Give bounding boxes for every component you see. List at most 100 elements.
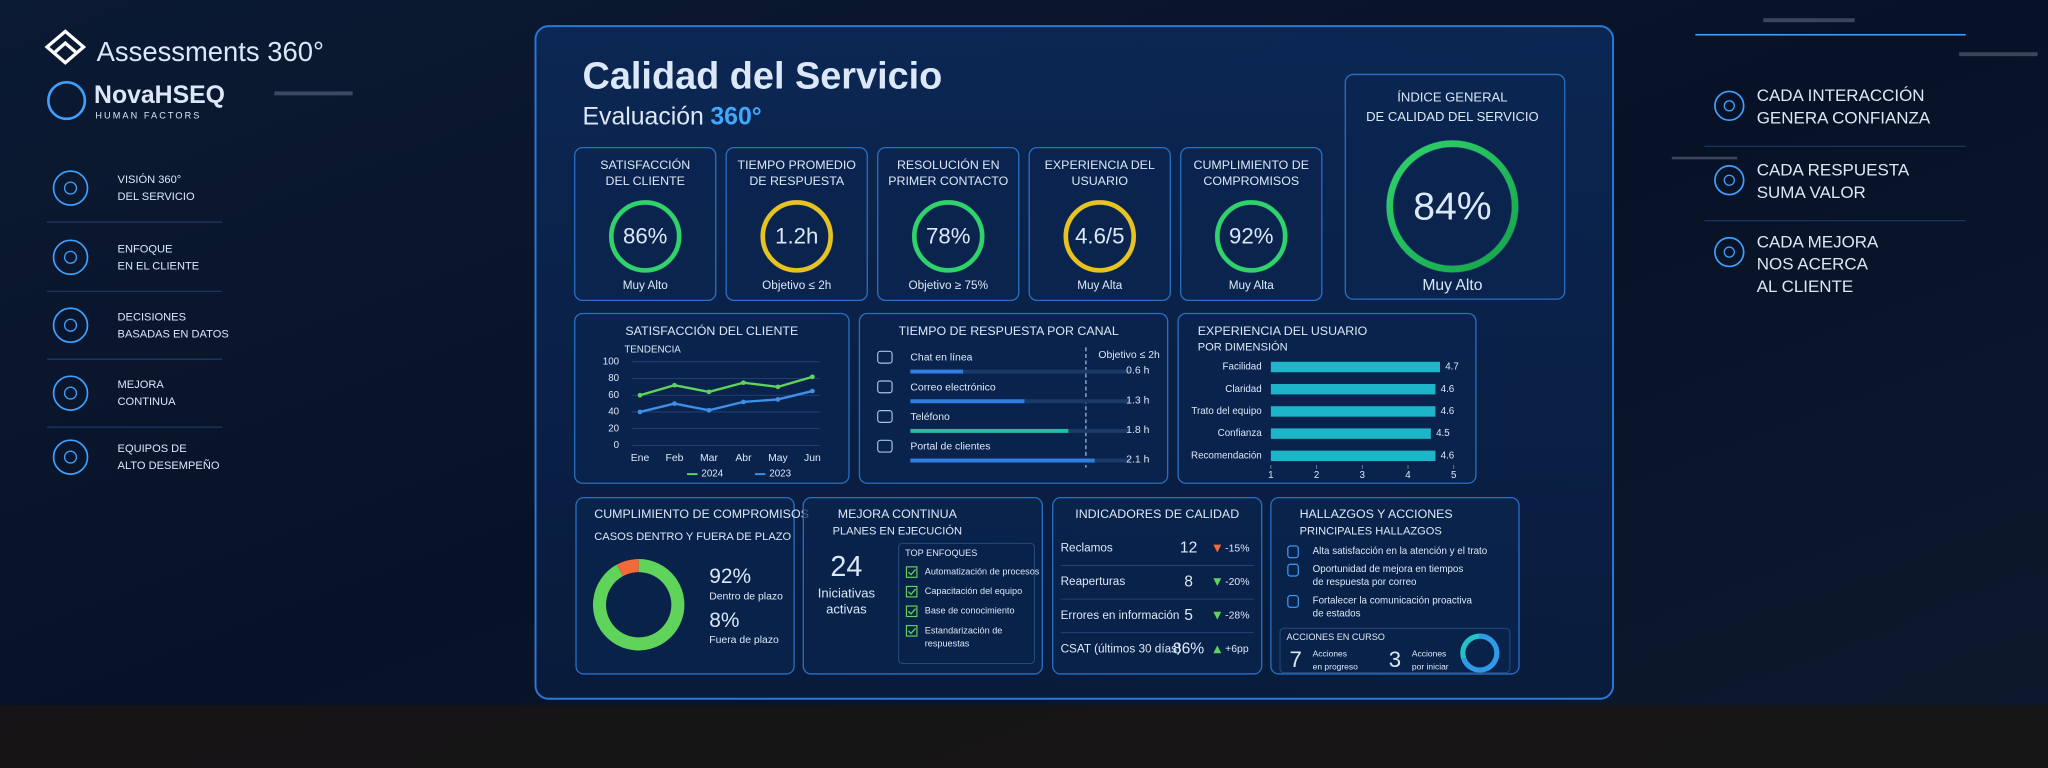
indicator-change: -28% xyxy=(1225,610,1249,621)
dimension-label: Recomendación xyxy=(1191,450,1262,461)
icon xyxy=(1714,236,1745,268)
kpi-ring xyxy=(760,200,833,273)
list-item: Estandarización de xyxy=(925,625,1003,635)
panel-title: INDICADORES DE CALIDAD xyxy=(1075,507,1239,521)
x-tick-label: Feb xyxy=(665,453,683,464)
message-line: CADA MEJORA xyxy=(1757,232,1879,251)
actions-label: por iniciar xyxy=(1412,662,1449,672)
checkbox xyxy=(905,566,918,578)
kpi-title: USUARIO xyxy=(1072,174,1129,188)
finding-item: Alta satisfacción en la atención y el tr… xyxy=(1313,546,1488,557)
checkmark xyxy=(907,627,917,635)
channel-icon xyxy=(877,380,893,394)
logo-circle xyxy=(47,80,87,121)
dashboard-title: Calidad del Servicio xyxy=(583,55,943,97)
desk xyxy=(0,705,2048,768)
panel-subtitle: PRINCIPALES HALLAZGOS xyxy=(1300,526,1442,538)
bar xyxy=(1270,361,1440,373)
sidebar-label: CONTINUA xyxy=(118,396,177,408)
sidebar-label: EQUIPOS DE xyxy=(118,443,187,455)
chart-subtitle: TENDENCIA xyxy=(624,345,681,356)
x-tick-label: 2 xyxy=(1314,470,1319,481)
sidebar-label: EN EL CLIENTE xyxy=(118,260,200,272)
kpi-value: 1.2h xyxy=(775,224,818,249)
indicator-name: CSAT (últimos 30 días) xyxy=(1061,642,1181,655)
chart-title: TIEMPO DE RESPUESTA POR CANAL xyxy=(899,324,1119,338)
checkmark xyxy=(907,569,917,576)
donut-segment xyxy=(616,559,640,577)
value-label: 4.6 xyxy=(1441,384,1455,395)
icon-dot xyxy=(1723,246,1735,258)
kpi-title: DEL CLIENTE xyxy=(606,174,685,188)
kpi-title: PRIMER CONTACTO xyxy=(888,174,1008,188)
divider xyxy=(1695,33,1966,36)
indicator-change: -20% xyxy=(1225,577,1249,588)
kpi-note: Muy Alta xyxy=(1229,279,1275,292)
kpi-note: Muy Alta xyxy=(1077,279,1123,292)
index-note: Muy Alto xyxy=(1422,277,1482,294)
indicator-value: 5 xyxy=(1184,607,1193,624)
panel-subtitle: PLANES EN EJECUCIÓN xyxy=(833,525,962,538)
y-tick-label: 60 xyxy=(608,390,619,401)
panel xyxy=(1177,312,1477,484)
legend-label: 2023 xyxy=(769,469,791,480)
value-label: 4.5 xyxy=(1436,428,1450,439)
value-label: 8% xyxy=(709,609,739,632)
index-title: ÍNDICE GENERAL xyxy=(1397,89,1507,104)
line-series xyxy=(639,389,813,414)
kpi-title: SATISFACCIÓN xyxy=(600,157,690,172)
legend-label: Dentro de plazo xyxy=(709,592,783,603)
list-item: Automatización de procesos xyxy=(925,567,1040,577)
target-label: Objetivo ≤ 2h xyxy=(1098,350,1160,361)
panel xyxy=(725,146,868,302)
actions-label: en progreso xyxy=(1313,662,1358,672)
y-tick-label: 100 xyxy=(603,356,620,367)
list-item: respuestas xyxy=(925,638,970,648)
logo-mark xyxy=(44,29,87,65)
kpi-title: TIEMPO PROMEDIO xyxy=(738,158,857,172)
message-line: GENERA CONFIANZA xyxy=(1757,108,1931,127)
kpi-title: DE RESPUESTA xyxy=(749,174,845,188)
actions-box xyxy=(1279,627,1511,674)
line-point xyxy=(637,392,643,398)
sidebar-label: VISIÓN 360° xyxy=(118,173,182,186)
bar xyxy=(1270,406,1436,417)
message-line: AL CLIENTE xyxy=(1757,277,1854,296)
bar xyxy=(910,399,1025,404)
actions-label: Acciones xyxy=(1412,649,1446,659)
indicator-arrow xyxy=(1213,611,1222,620)
icon xyxy=(52,239,89,276)
indicator-name: Errores en información xyxy=(1061,609,1180,622)
actions-label: Acciones xyxy=(1313,649,1347,659)
x-tick-label: Mar xyxy=(700,453,718,464)
panel xyxy=(858,312,1169,484)
message-line: SUMA VALOR xyxy=(1757,183,1866,202)
list-title: TOP ENFOQUES xyxy=(905,548,977,558)
value-label: 2.1 h xyxy=(1126,455,1149,466)
bar xyxy=(910,428,1069,433)
sidebar-label: BASADAS EN DATOS xyxy=(118,328,229,340)
x-tick-label: Abr xyxy=(735,453,752,464)
kpi-title: EXPERIENCIA DEL xyxy=(1045,158,1155,172)
indicator-arrow xyxy=(1213,645,1222,654)
sidebar-label: DECISIONES xyxy=(118,311,186,323)
line-point xyxy=(706,407,712,413)
y-tick-label: 20 xyxy=(608,423,619,434)
checkmark xyxy=(907,588,917,596)
panel xyxy=(574,312,850,484)
bar-track xyxy=(910,369,1130,374)
kpi-title: RESOLUCIÓN EN xyxy=(897,157,1000,172)
value-label: 4.7 xyxy=(1445,362,1459,373)
value-label: 1.8 h xyxy=(1126,425,1149,436)
sidebar-label: ENFOQUE xyxy=(118,243,173,255)
channel-label: Correo electrónico xyxy=(910,382,995,393)
legend-label: Fuera de plazo xyxy=(709,635,779,646)
checkbox xyxy=(905,625,918,637)
icon xyxy=(52,170,89,206)
channel-label: Chat en línea xyxy=(910,353,972,364)
channel-label: Portal de clientes xyxy=(910,442,990,453)
icon-dot xyxy=(63,450,78,464)
panel xyxy=(877,146,1020,302)
